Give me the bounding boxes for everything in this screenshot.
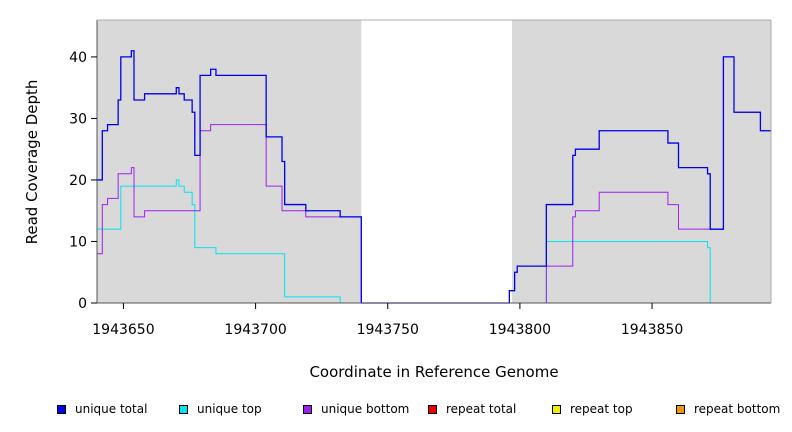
plot-background [97,20,771,303]
legend-label: unique bottom [321,402,410,416]
legend-item: repeat total [428,400,516,418]
series-line-unique-total [97,50,771,304]
x-tick-label: 1943650 [92,322,154,338]
x-axis-title: Coordinate in Reference Genome [309,363,558,381]
x-tick-label: 1943850 [621,322,683,338]
series-line-unique-top [97,179,771,304]
legend-item: unique total [57,400,147,418]
x-tick-label: 1943750 [357,322,419,338]
legend-label: repeat bottom [694,402,781,416]
y-tick-label: 30 [69,111,87,127]
legend-swatch [676,404,685,414]
legend-label: repeat top [570,402,633,416]
series-line-unique-bottom [97,56,771,304]
y-axis-title: Read Coverage Depth [23,80,41,245]
legend-label: unique top [197,402,262,416]
legend-swatch [303,404,312,414]
legend-item: repeat bottom [676,400,780,418]
y-tick-label: 40 [69,50,87,66]
y-tick-label: 20 [69,173,87,189]
legend-label: unique total [75,402,148,416]
legend-label: repeat total [446,402,517,416]
legend-item: repeat top [552,400,633,418]
legend-swatch [179,404,188,414]
legend-item: unique top [179,400,262,418]
shaded-region-2 [511,20,771,303]
y-tick-label: 0 [78,296,87,312]
legend-item: unique bottom [303,400,409,418]
x-tick-label: 1943700 [224,322,286,338]
legend-swatch [552,404,561,414]
shaded-region-1 [97,20,362,303]
legend: unique total unique top unique bottom repea… [0,400,792,418]
axes-layer: 0 10 20 30 40 1943650 1943700 1943750 1943800 194… [69,19,772,338]
y-tick-label: 10 [69,234,87,250]
x-tick-label: 1943800 [489,322,551,338]
legend-swatch [57,404,66,414]
legend-swatch [428,404,437,414]
coverage-chart: 0 10 20 30 40 1943650 1943700 1943750 1943800 194… [23,19,772,381]
